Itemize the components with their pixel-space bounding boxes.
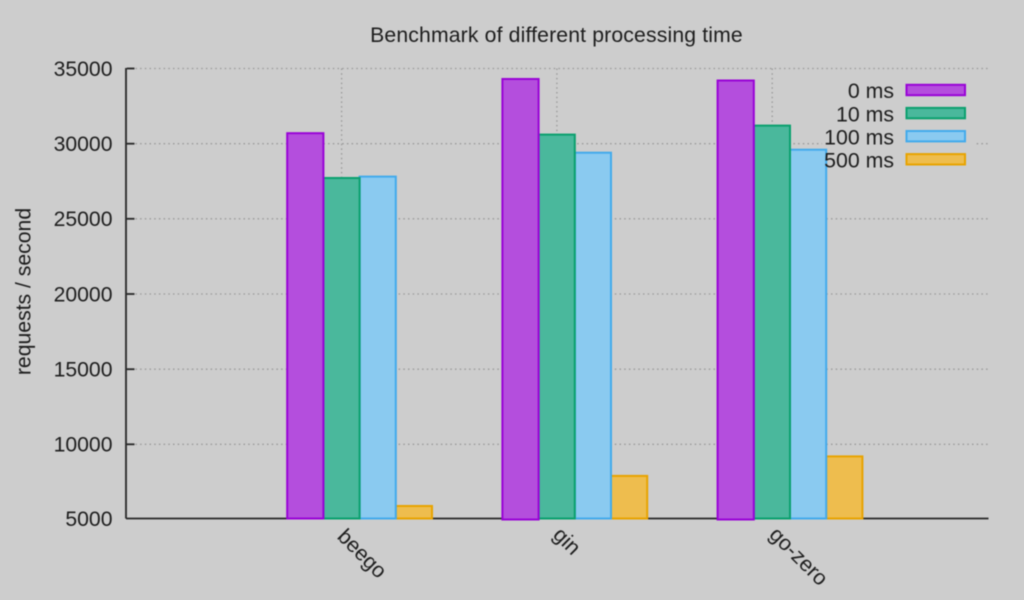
svg-text:20000: 20000 [54,283,113,306]
svg-text:requests / second: requests / second [13,208,36,375]
svg-text:15000: 15000 [54,359,113,382]
svg-text:5000: 5000 [65,508,112,531]
svg-text:30000: 30000 [54,133,113,156]
svg-text:100 ms: 100 ms [824,125,894,149]
svg-text:0 ms: 0 ms [848,79,894,103]
svg-text:Benchmark of different process: Benchmark of different processing time [370,24,743,47]
svg-text:25000: 25000 [54,208,113,231]
svg-text:500 ms: 500 ms [824,149,894,173]
svg-text:35000: 35000 [54,58,113,81]
svg-text:10 ms: 10 ms [836,102,894,126]
svg-text:10000: 10000 [54,434,113,457]
